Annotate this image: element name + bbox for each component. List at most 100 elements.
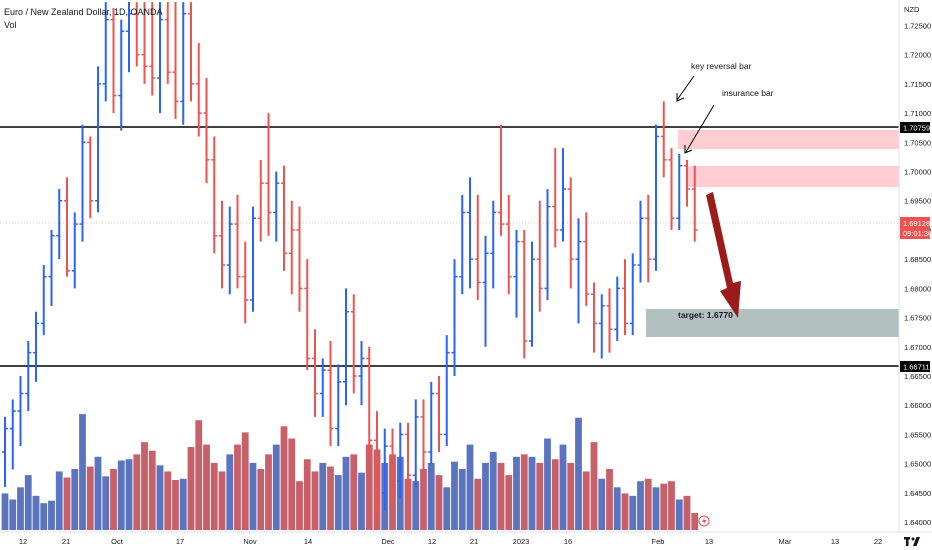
- ohlc-bar: [281, 165, 287, 271]
- ohlc-bar: [381, 428, 388, 511]
- volume-bar: [148, 450, 156, 530]
- ohlc-bar: [87, 136, 94, 219]
- target-zone: [646, 309, 899, 337]
- volume-bar: [226, 454, 234, 530]
- volume-bar: [482, 462, 489, 530]
- volume-bar: [249, 462, 257, 530]
- ohlc-bar: [319, 358, 326, 417]
- chart-header: Euro / New Zealand Dollar, 1D, OANDA Vol: [4, 6, 163, 32]
- volume-bar: [241, 432, 249, 530]
- volume-bar: [79, 414, 86, 530]
- ohlc-bar: [583, 212, 590, 306]
- time-tick-label: 16: [564, 537, 572, 546]
- key-reversal-label: key reversal bar: [691, 61, 752, 71]
- ohlc-bar: [676, 153, 683, 230]
- volume-bar: [40, 503, 48, 530]
- volume-bar: [195, 420, 203, 530]
- ohlc-bar: [358, 340, 365, 406]
- resistance-zone-upper: [678, 130, 899, 149]
- lightning-icon[interactable]: [698, 515, 710, 527]
- time-tick-label: 13: [705, 537, 713, 546]
- volume-bar: [210, 462, 218, 530]
- volume-bar: [63, 477, 71, 530]
- volume-bar: [187, 447, 195, 530]
- volume-bar: [412, 481, 420, 530]
- time-tick-label: Mar: [779, 537, 792, 546]
- ohlc-bar: [645, 194, 652, 283]
- ohlc-bar: [257, 159, 264, 242]
- volume-bar: [435, 475, 443, 530]
- volume-label: Vol: [4, 20, 17, 30]
- ohlc-bar: [195, 42, 202, 137]
- ohlc-bar: [459, 194, 466, 295]
- ohlc-bar: [219, 200, 225, 289]
- ohlc-bar: [79, 124, 86, 242]
- ohlc-bar: [48, 229, 55, 306]
- time-axis[interactable]: 12 21 Oct 17 Nov 14 Dec 12 21 2023 16 Feb 13 Mar 13 22: [0, 531, 932, 546]
- resistance-zone-lower: [686, 166, 899, 187]
- volume-bar: [652, 487, 660, 530]
- volume-bar: [125, 459, 133, 530]
- ohlc-bar: [304, 259, 311, 371]
- ohlc-bar: [102, 2, 109, 102]
- ohlc-bar: [350, 294, 357, 394]
- volume-bar: [311, 471, 319, 530]
- ohlc-bar: [598, 294, 605, 359]
- insurance-label: insurance bar: [722, 88, 774, 98]
- ohlc-bar: [56, 189, 63, 260]
- time-tick-label: Dec: [381, 537, 395, 546]
- ohlc-bar: [691, 165, 698, 242]
- ohlc-bar: [273, 171, 280, 242]
- price-bars: [2, 2, 698, 517]
- ohlc-bar: [474, 194, 481, 301]
- volume-bar: [606, 469, 613, 530]
- ohlc-bar: [17, 376, 24, 447]
- ohlc-bar: [366, 346, 373, 458]
- ohlc-bar: [521, 229, 528, 359]
- volume-bar: [327, 466, 334, 530]
- ohlc-bar: [188, 2, 194, 102]
- current-price-tag: [900, 217, 930, 239]
- ohlc-bar: [64, 177, 70, 277]
- volume-bar: [513, 456, 520, 530]
- ohlc-bar: [234, 194, 241, 289]
- volume-bar: [451, 461, 458, 530]
- time-tick-label: Nov: [243, 537, 257, 546]
- ohlc-bar: [33, 311, 39, 382]
- price-tick-label: 1.70000: [904, 168, 931, 177]
- volume-bar: [528, 456, 536, 530]
- ohlc-bar: [133, 2, 140, 67]
- volume-bar: [9, 499, 17, 530]
- time-tick-label: Oct: [111, 537, 124, 546]
- volume-bar: [497, 462, 505, 530]
- volume-bar: [164, 471, 172, 530]
- ohlc-bar: [226, 206, 233, 295]
- ohlc-bar: [560, 148, 566, 242]
- volume-bar: [505, 475, 513, 530]
- price-axis[interactable]: NZD 1.72500 1.72000 1.71500 1.71000 1.70500 1…: [898, 0, 932, 532]
- volume-bar: [458, 469, 466, 530]
- volume-bar: [24, 475, 32, 530]
- volume-bar: [621, 493, 629, 530]
- volume-bar: [668, 481, 675, 530]
- price-tick-label: 1.71000: [904, 109, 931, 118]
- ohlc-bar: [343, 288, 349, 406]
- price-tick-label: 1.68000: [904, 284, 931, 293]
- volume-bar: [102, 476, 110, 530]
- volume-bar: [94, 456, 102, 530]
- volume-bar: [365, 444, 373, 530]
- ohlc-bar: [575, 218, 582, 324]
- ohlc-bar: [141, 2, 148, 84]
- volume-bar: [358, 472, 365, 530]
- volume-bar: [257, 469, 265, 530]
- level-upper-value: 1.70759: [903, 124, 930, 133]
- volume-bar: [303, 459, 311, 530]
- ohlc-bar: [172, 2, 179, 119]
- time-tick-label: 12: [19, 537, 27, 546]
- ohlc-bar: [296, 206, 303, 312]
- ohlc-bar: [164, 2, 171, 84]
- price-tick-label: 1.71500: [904, 80, 931, 89]
- volume-bar: [234, 444, 241, 530]
- ohlc-bar: [389, 428, 396, 505]
